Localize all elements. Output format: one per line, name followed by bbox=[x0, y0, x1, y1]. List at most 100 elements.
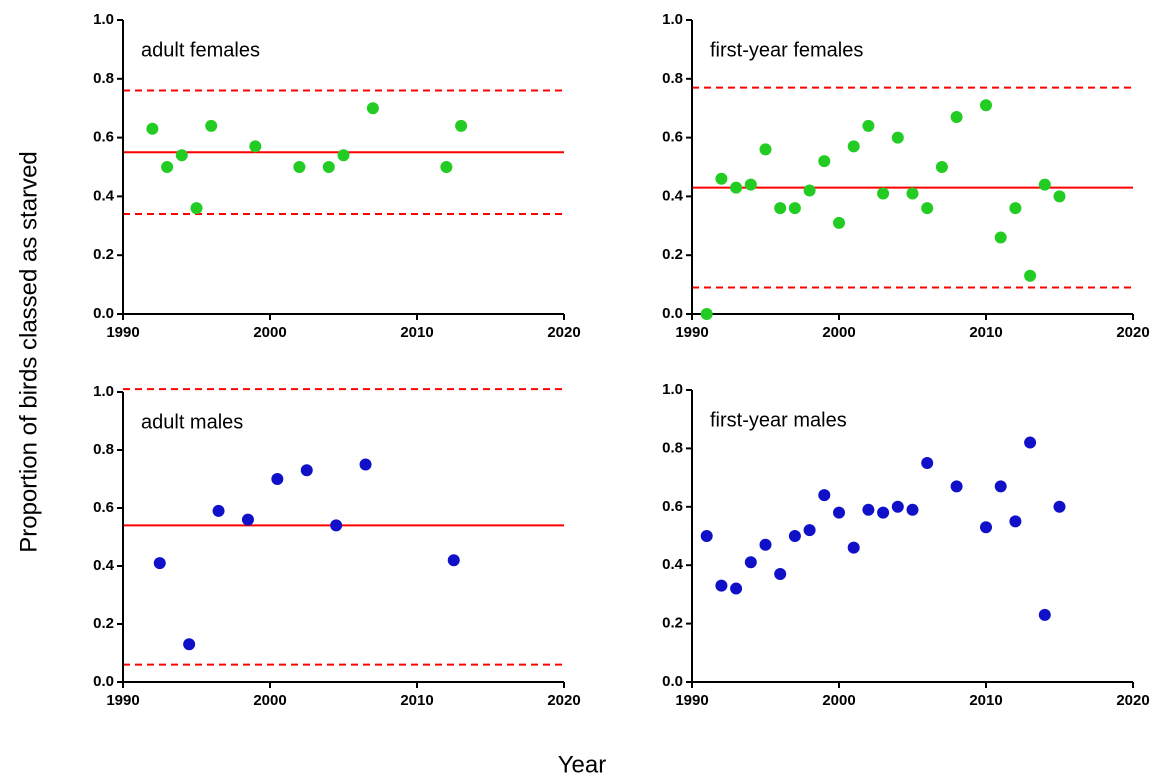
y-tick-label: 1.0 bbox=[662, 11, 683, 28]
data-point bbox=[293, 161, 306, 173]
data-point bbox=[744, 556, 757, 569]
panel-title: first-year males bbox=[710, 409, 847, 431]
y-tick-label: 0.0 bbox=[93, 305, 114, 322]
y-tick-label: 0.8 bbox=[93, 441, 114, 458]
data-point bbox=[700, 308, 713, 320]
x-tick-label: 2020 bbox=[1116, 692, 1149, 709]
data-point bbox=[1053, 190, 1066, 203]
data-point bbox=[759, 143, 772, 156]
data-point bbox=[1009, 515, 1022, 528]
data-point bbox=[249, 140, 262, 153]
x-tick-label: 2010 bbox=[400, 692, 433, 709]
x-tick-label: 2000 bbox=[822, 324, 855, 341]
data-point bbox=[847, 541, 860, 554]
data-point bbox=[212, 504, 225, 517]
data-point bbox=[847, 140, 860, 153]
data-point bbox=[744, 178, 757, 191]
data-point bbox=[950, 480, 963, 493]
y-tick-label: 0.2 bbox=[662, 246, 683, 263]
data-point bbox=[788, 202, 801, 215]
data-point bbox=[447, 554, 460, 567]
data-point bbox=[906, 503, 919, 516]
x-tick-label: 1990 bbox=[106, 692, 139, 709]
data-point bbox=[715, 579, 728, 592]
data-point bbox=[146, 122, 159, 135]
data-point bbox=[833, 216, 845, 229]
data-point bbox=[271, 473, 284, 485]
x-tick-label: 2000 bbox=[253, 324, 286, 341]
data-point bbox=[1053, 500, 1066, 513]
data-point bbox=[774, 567, 787, 580]
panel-title: adult females bbox=[141, 39, 260, 61]
y-tick-label: 0.4 bbox=[662, 556, 684, 573]
data-point bbox=[359, 458, 372, 471]
data-point bbox=[862, 503, 875, 516]
y-tick-label: 0.0 bbox=[662, 305, 683, 322]
data-point bbox=[440, 161, 453, 173]
x-tick-label: 2010 bbox=[969, 692, 1002, 709]
data-point bbox=[1038, 608, 1051, 621]
data-point bbox=[788, 530, 801, 542]
data-point bbox=[877, 187, 890, 200]
x-tick-label: 2020 bbox=[1116, 324, 1149, 341]
y-tick-label: 0.0 bbox=[93, 673, 114, 690]
data-point bbox=[715, 172, 728, 185]
data-point bbox=[891, 500, 904, 513]
data-point bbox=[175, 149, 188, 162]
data-point bbox=[455, 119, 468, 132]
data-point bbox=[730, 582, 743, 595]
data-point bbox=[161, 161, 174, 173]
data-point bbox=[774, 202, 787, 215]
data-point bbox=[906, 187, 919, 200]
x-tick-label: 2020 bbox=[547, 324, 580, 341]
data-point bbox=[950, 111, 963, 124]
y-tick-label: 0.6 bbox=[662, 498, 683, 515]
x-tick-label: 1990 bbox=[675, 324, 708, 341]
x-tick-label: 2010 bbox=[400, 324, 433, 341]
y-tick-label: 0.8 bbox=[93, 70, 114, 87]
data-point bbox=[803, 184, 816, 197]
y-tick-label: 0.2 bbox=[93, 615, 114, 632]
panel-title: first-year females bbox=[710, 39, 863, 61]
x-tick-label: 1990 bbox=[106, 324, 139, 341]
data-point bbox=[1009, 202, 1022, 215]
data-point bbox=[330, 519, 343, 532]
data-point bbox=[730, 181, 743, 194]
y-tick-label: 1.0 bbox=[93, 11, 114, 28]
y-tick-label: 0.4 bbox=[93, 187, 115, 204]
x-tick-label: 2010 bbox=[969, 324, 1002, 341]
data-point bbox=[803, 524, 816, 537]
data-point bbox=[1024, 269, 1037, 282]
data-point bbox=[877, 506, 890, 519]
data-point bbox=[994, 480, 1007, 493]
data-point bbox=[183, 638, 196, 651]
data-point bbox=[833, 506, 845, 519]
data-point bbox=[1024, 436, 1037, 449]
data-point bbox=[759, 538, 772, 551]
x-axis-label: Year bbox=[558, 751, 607, 778]
y-tick-label: 0.6 bbox=[93, 499, 114, 516]
y-tick-label: 0.2 bbox=[662, 615, 683, 632]
data-point bbox=[300, 464, 313, 477]
x-tick-label: 1990 bbox=[675, 692, 708, 709]
data-point bbox=[935, 161, 948, 173]
y-tick-label: 1.0 bbox=[662, 381, 683, 398]
data-point bbox=[241, 513, 254, 526]
x-tick-label: 2000 bbox=[253, 692, 286, 709]
panel-title: adult males bbox=[141, 411, 243, 433]
data-point bbox=[921, 457, 934, 469]
data-point bbox=[818, 489, 831, 502]
data-point bbox=[980, 99, 992, 112]
data-point bbox=[205, 119, 218, 132]
data-point bbox=[153, 557, 166, 570]
y-tick-label: 0.6 bbox=[662, 129, 683, 146]
data-point bbox=[322, 161, 335, 173]
data-point bbox=[190, 202, 203, 215]
y-tick-label: 1.0 bbox=[93, 383, 114, 400]
y-tick-label: 0.8 bbox=[662, 70, 683, 87]
y-tick-label: 0.4 bbox=[662, 187, 684, 204]
data-point bbox=[337, 149, 350, 162]
x-tick-label: 2000 bbox=[822, 692, 855, 709]
y-tick-label: 0.2 bbox=[93, 246, 114, 263]
